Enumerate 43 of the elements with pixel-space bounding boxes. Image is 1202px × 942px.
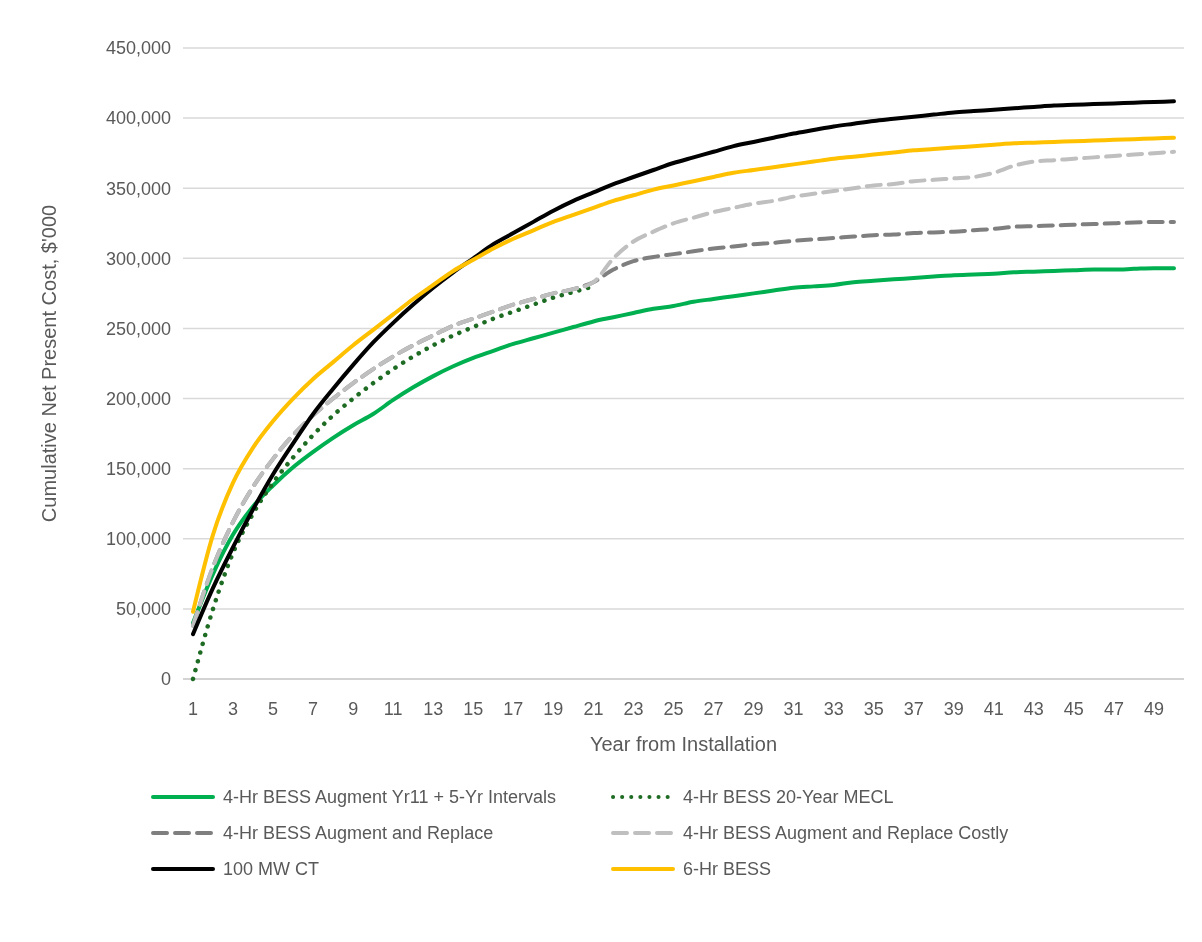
x-tick-label: 39 — [943, 699, 964, 719]
x-tick-label: 33 — [823, 699, 844, 719]
y-tick-label: 300,000 — [105, 248, 171, 269]
x-tick-label: 23 — [623, 699, 644, 719]
legend-label: 4-Hr BESS Augment and Replace — [223, 823, 494, 844]
x-tick-label: 7 — [308, 699, 319, 719]
legend-label: 4-Hr BESS Augment and Replace Costly — [683, 823, 1009, 844]
x-tick-label: 13 — [423, 699, 444, 719]
x-tick-label: 29 — [743, 699, 764, 719]
y-tick-label: 350,000 — [105, 178, 171, 199]
x-tick-label: 43 — [1023, 699, 1044, 719]
x-tick-label: 47 — [1103, 699, 1124, 719]
y-tick-label: 150,000 — [105, 458, 171, 479]
y-tick-label: 400,000 — [105, 108, 171, 129]
x-tick-label: 15 — [463, 699, 484, 719]
x-tick-label: 25 — [663, 699, 684, 719]
y-tick-label: 50,000 — [115, 599, 171, 620]
x-tick-label: 37 — [903, 699, 924, 719]
x-tick-label: 5 — [268, 699, 279, 719]
legend-label: 4-Hr BESS Augment Yr11 + 5-Yr Intervals — [223, 787, 556, 808]
x-tick-label: 35 — [863, 699, 884, 719]
y-tick-label: 250,000 — [105, 318, 171, 339]
x-axis-title: Year from Installation — [589, 733, 778, 755]
y-axis-title: Cumulative Net Present Cost, $'000 — [38, 204, 60, 523]
legend-label: 6-Hr BESS — [683, 859, 772, 880]
y-tick-label: 100,000 — [105, 529, 171, 550]
x-tick-label: 11 — [383, 699, 403, 719]
x-tick-label: 9 — [348, 699, 359, 719]
x-tick-label: 45 — [1063, 699, 1084, 719]
y-tick-label: 200,000 — [105, 388, 171, 409]
y-tick-label: 0 — [160, 669, 171, 690]
x-tick-label: 3 — [228, 699, 239, 719]
x-tick-label: 21 — [583, 699, 604, 719]
x-tick-label: 19 — [543, 699, 564, 719]
x-tick-label: 27 — [703, 699, 724, 719]
x-tick-label: 1 — [188, 699, 199, 719]
legend-label: 100 MW CT — [223, 859, 320, 880]
legend-label: 4-Hr BESS 20-Year MECL — [683, 787, 894, 808]
x-tick-label: 41 — [983, 699, 1004, 719]
y-tick-label: 450,000 — [105, 38, 171, 59]
x-tick-label: 49 — [1143, 699, 1164, 719]
x-tick-label: 31 — [783, 699, 804, 719]
x-tick-label: 17 — [503, 699, 524, 719]
